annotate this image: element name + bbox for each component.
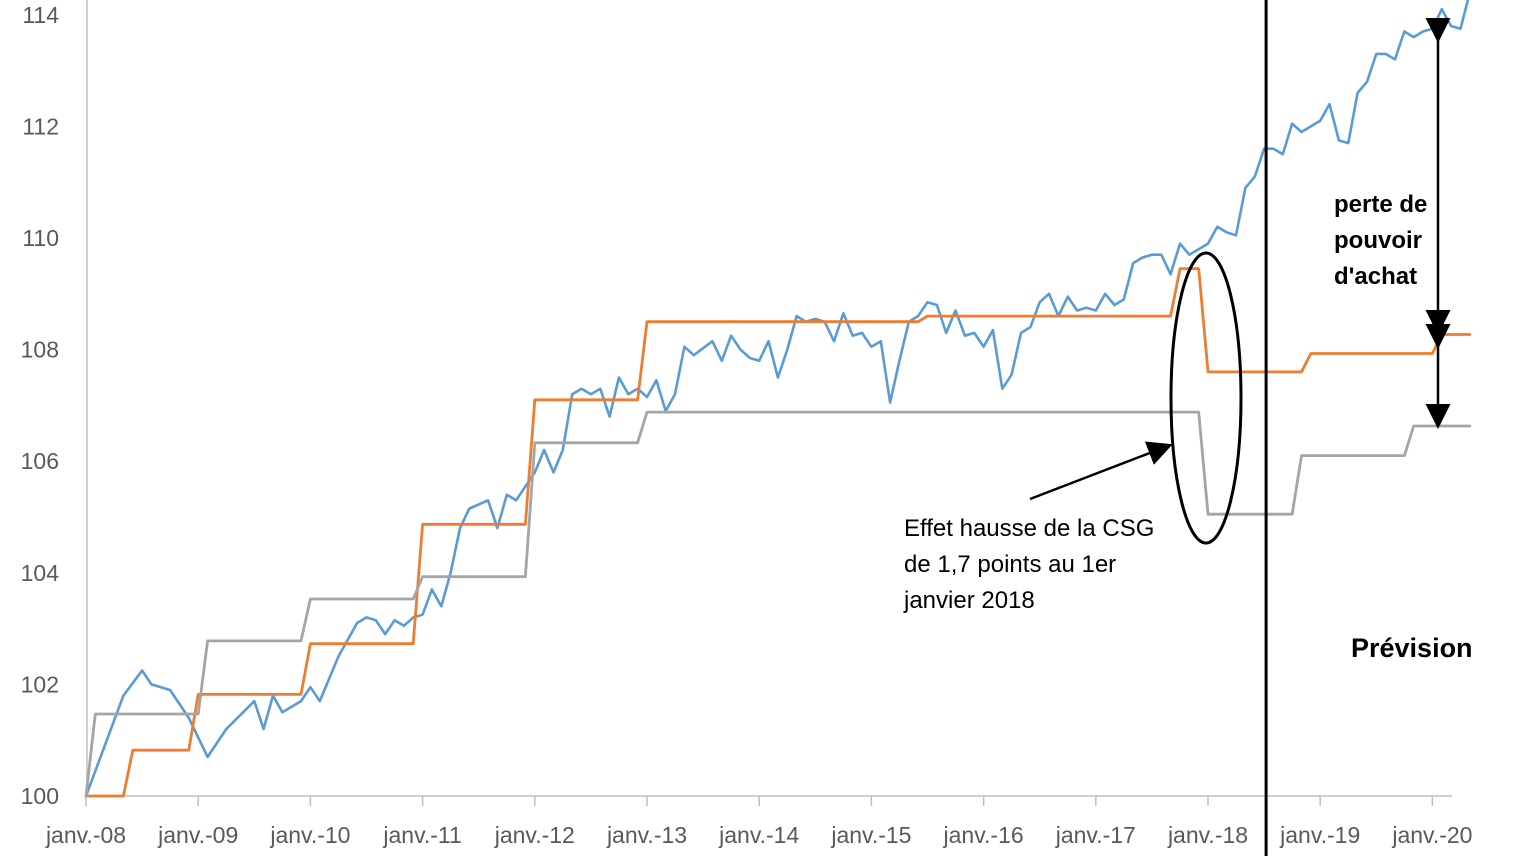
x-tick-label: janv.-12 <box>494 822 575 848</box>
axes: 100 102 104 106 108 110 112 114 janv.-08 janv.-09… <box>21 0 1472 848</box>
y-tick-label: 110 <box>22 225 59 251</box>
series-layer <box>84 0 1472 798</box>
loss-note-line: pouvoir <box>1334 227 1422 254</box>
x-tick-label: janv.-13 <box>606 822 687 848</box>
loss-note-line: perte de <box>1334 191 1427 218</box>
y-tick-label: 114 <box>22 2 59 28</box>
x-tick-label: janv.-17 <box>1055 822 1136 848</box>
csg-note-line: janvier 2018 <box>903 587 1035 614</box>
x-tick-label: janv.-18 <box>1167 822 1248 848</box>
x-tick-label: janv.-14 <box>718 822 799 848</box>
y-tick-label: 112 <box>22 113 59 139</box>
y-tick-label: 100 <box>21 783 59 809</box>
y-tick-label: 106 <box>21 448 59 474</box>
x-tick-label: janv.-10 <box>269 822 350 848</box>
y-tick-label: 104 <box>21 560 60 586</box>
x-tick-label: janv.-16 <box>943 822 1024 848</box>
csg-arrow <box>1029 441 1173 501</box>
csg-note-line: Effet hausse de la CSG <box>904 515 1154 542</box>
csg-ellipse <box>1169 251 1243 545</box>
x-tick-label: janv.-09 <box>157 822 238 848</box>
forecast-label: Prévision <box>1351 633 1473 663</box>
x-tick-label: janv.-20 <box>1391 822 1472 848</box>
y-tick-label: 102 <box>21 671 59 697</box>
y-tick-label: 108 <box>21 337 59 363</box>
x-tick-label: janv.-08 <box>45 822 126 848</box>
annotation-layer: Effet hausse de la CSG de 1,7 points au 1… <box>903 0 1473 856</box>
series-line-2 <box>84 267 1472 798</box>
x-tick-label: janv.-15 <box>830 822 911 848</box>
loss-note-line: d'achat <box>1334 263 1417 290</box>
series-line-3 <box>84 410 1472 798</box>
x-tick-label: janv.-11 <box>382 822 461 848</box>
x-tick-label: janv.-19 <box>1279 822 1360 848</box>
csg-note-line: de 1,7 points au 1er <box>904 551 1116 578</box>
series-line-1 <box>84 0 1470 798</box>
